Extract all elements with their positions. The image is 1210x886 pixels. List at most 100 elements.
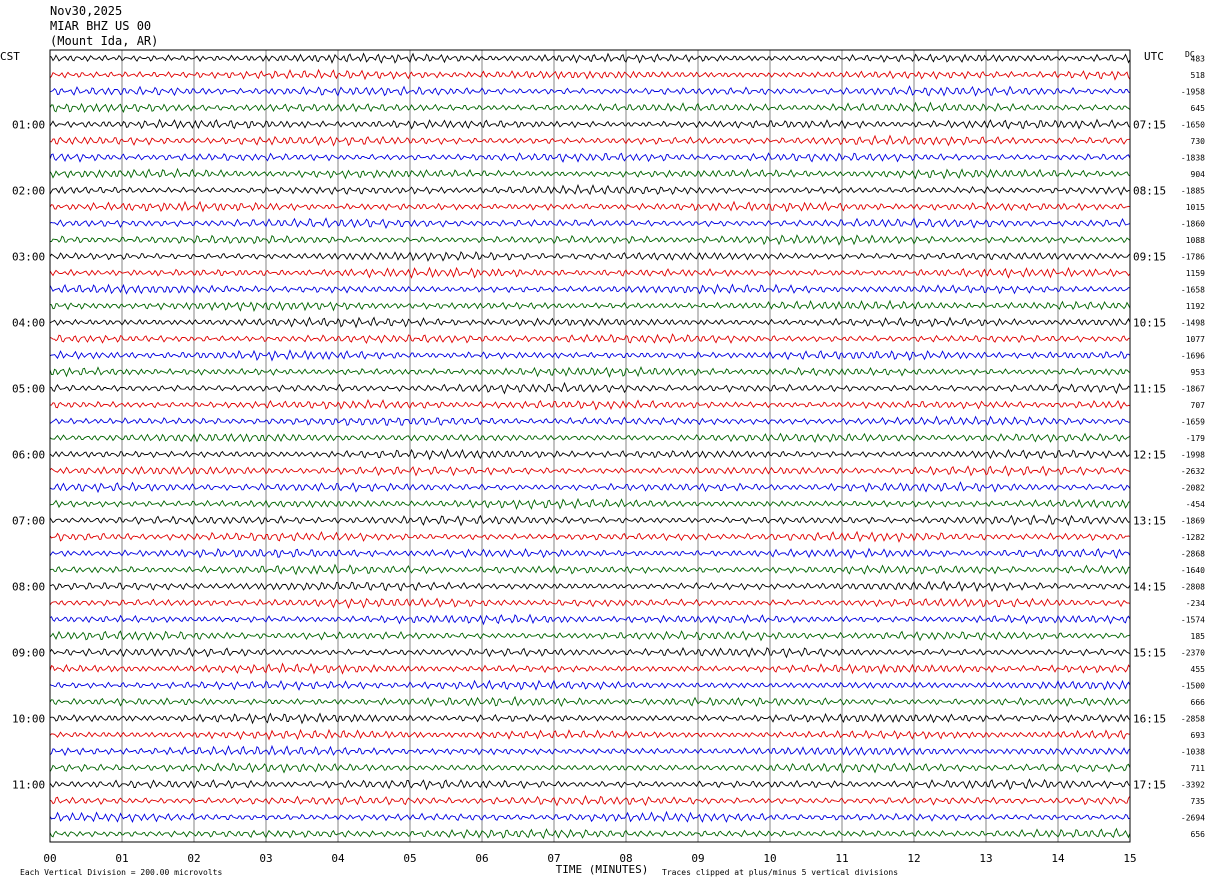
dc-offset-label: 185 [1191,632,1206,641]
x-axis-label: TIME (MINUTES) [556,863,649,876]
x-tick-label: 06 [475,852,488,865]
x-tick-label: 04 [331,852,345,865]
seismogram-trace [49,481,1131,494]
left-hour-label: 04:00 [12,316,45,329]
dc-offset-label: -1500 [1181,681,1205,690]
dc-offset-label: 1088 [1186,236,1205,245]
seismogram-trace [49,85,1131,97]
x-tick-label: 02 [187,852,200,865]
seismogram-trace [49,152,1131,163]
x-tick-labels: 00 01 02 03 04 05 06 07 08 09 10 11 12 13 14 15 [43,852,1136,865]
seismogram-trace [49,762,1131,774]
seismogram-trace [49,514,1131,527]
seismogram-trace [50,234,1131,246]
seismogram-trace [49,597,1131,609]
x-tick-label: 15 [1123,852,1136,865]
dc-offset-label: -2370 [1181,648,1205,657]
dc-offset-label: -1838 [1181,153,1205,162]
right-hour-label: 14:15 [1133,580,1166,593]
right-hour-label: 11:15 [1133,382,1166,395]
right-hour-label: 17:15 [1133,778,1166,791]
dc-offset-label: 693 [1191,731,1206,740]
seismogram-trace [49,432,1131,444]
x-tick-label: 10 [763,852,776,865]
dc-offset-label: 1015 [1186,203,1205,212]
dc-offset-label: 730 [1191,137,1206,146]
dc-offset-label: 711 [1191,764,1206,773]
x-tick-label: 07 [547,852,560,865]
footer-clip-note: Traces clipped at plus/minus 5 vertical … [662,868,898,877]
dc-offset-label: 1077 [1186,335,1205,344]
seismogram-trace [49,662,1131,675]
seismogram-trace [49,695,1131,708]
seismogram-trace [49,547,1131,559]
dc-offset-label: -2632 [1181,467,1205,476]
dc-offset-label: -1958 [1181,87,1205,96]
dc-offset-label: -1650 [1181,120,1205,129]
left-hour-label: 01:00 [12,118,45,131]
header-date: Nov30,2025 [50,4,123,18]
seismogram-trace [49,810,1131,823]
dc-offset-label: -1659 [1181,417,1205,426]
seismogram-trace [49,68,1131,81]
dc-offset-label: 1159 [1186,269,1205,278]
dc-offset-label: -1860 [1181,219,1205,228]
left-timezone: CST [0,50,20,63]
x-tick-label: 00 [43,852,56,865]
left-hour-label: 08:00 [12,580,45,593]
seismogram-trace [49,794,1131,807]
seismogram-trace [49,728,1131,741]
dc-offset-label: 483 [1191,54,1206,63]
dc-offset-label: 455 [1191,665,1206,674]
dc-offset-label: -3392 [1181,780,1205,789]
dc-offset-label: 735 [1191,797,1206,806]
seismogram-trace [49,778,1131,791]
dc-offset-label: -2808 [1181,582,1205,591]
dc-header: DC [1185,50,1195,59]
dc-offset-label: 904 [1191,170,1206,179]
dc-offset-label: -1574 [1181,615,1205,624]
left-hour-label: 10:00 [12,712,45,725]
dc-offset-label: -2868 [1181,549,1205,558]
seismogram-trace [49,465,1131,477]
seismogram-trace [49,827,1131,840]
right-hour-label: 10:15 [1133,316,1166,329]
dc-offset-label: 645 [1191,104,1206,113]
seismogram-trace [49,647,1131,659]
dc-offset-label: -1282 [1181,533,1205,542]
header-location: (Mount Ida, AR) [50,34,159,48]
dc-offset-label: 666 [1191,698,1206,707]
dc-offset-label: -2082 [1181,483,1205,492]
dc-offset-label: -1498 [1181,318,1205,327]
dc-offset-label: -1869 [1181,516,1205,525]
seismogram-trace [49,563,1131,576]
seismogram-trace [49,316,1131,329]
left-hour-label: 07:00 [12,514,45,527]
header-station: MIAR BHZ US 00 [50,19,152,33]
dc-offset-label: 1192 [1186,302,1205,311]
seismogram-trace [49,497,1131,511]
x-tick-label: 03 [259,852,272,865]
seismogram-traces [49,52,1131,840]
dc-offset-label: -2858 [1181,714,1205,723]
dc-offset-label: -234 [1186,599,1205,608]
right-hour-label: 09:15 [1133,250,1166,263]
left-hour-label: 09:00 [12,646,45,659]
seismogram-trace [49,365,1131,378]
left-hour-label: 03:00 [12,250,45,263]
seismogram-trace [49,200,1131,213]
seismogram-trace [49,266,1131,279]
right-hour-label: 15:15 [1133,646,1166,659]
left-hour-label: 02:00 [12,184,45,197]
dc-offset-label: -1998 [1181,450,1205,459]
dc-offset-label: -1640 [1181,566,1205,575]
seismogram-trace [49,613,1131,626]
seismogram-trace [49,333,1131,345]
seismogram-trace [50,398,1131,411]
footer-scale-note: Each Vertical Division = 200.00 microvol… [20,868,222,877]
x-tick-label: 01 [115,852,128,865]
seismogram-trace [49,167,1131,180]
dc-offset-label: -1038 [1181,747,1205,756]
seismogram-trace [49,283,1131,295]
seismogram-trace [49,349,1131,362]
